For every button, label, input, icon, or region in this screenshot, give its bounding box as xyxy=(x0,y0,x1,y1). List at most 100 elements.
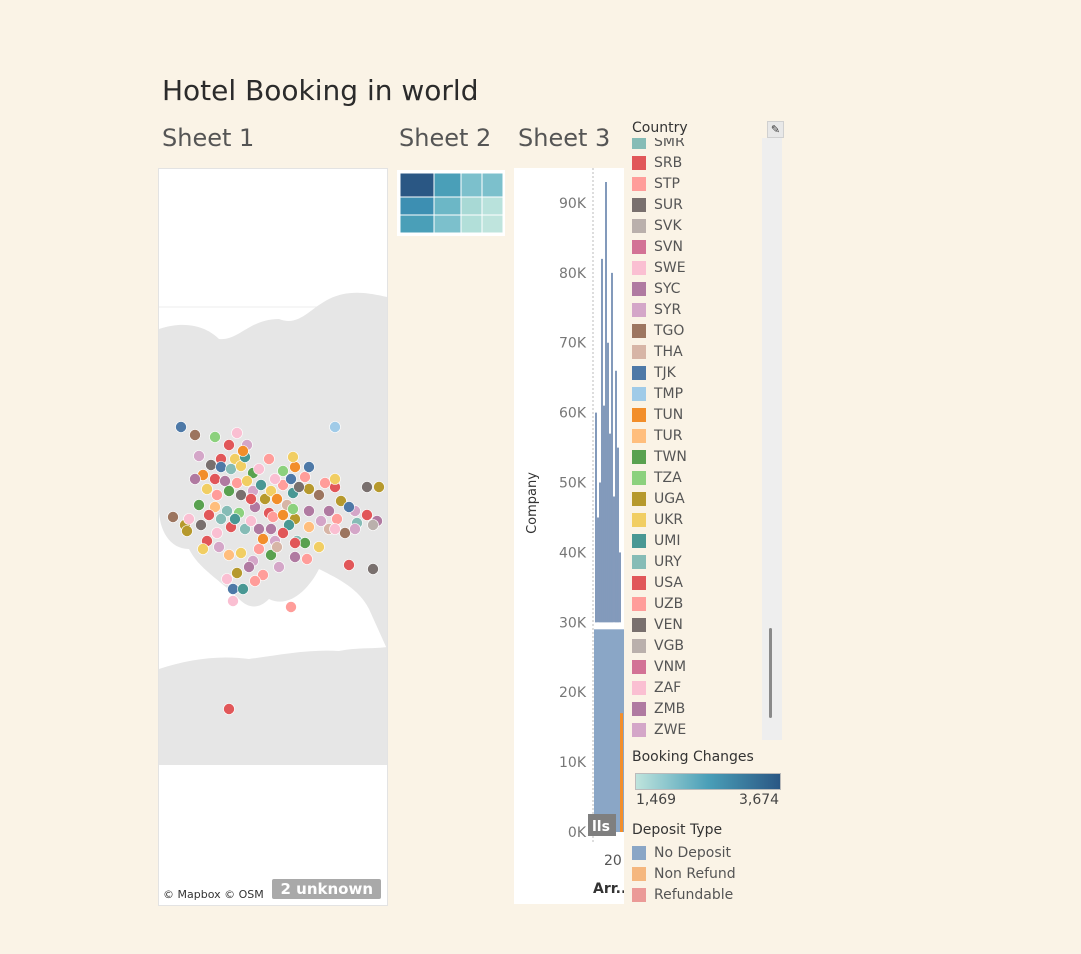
legend-item-syc[interactable]: SYC xyxy=(632,278,760,299)
map-point[interactable] xyxy=(287,503,299,515)
legend-item-vnm[interactable]: VNM xyxy=(632,656,760,677)
legend-item-tjk[interactable]: TJK xyxy=(632,362,760,383)
map-point[interactable] xyxy=(257,533,269,545)
pen-icon[interactable]: ✎ xyxy=(767,121,784,138)
map-point[interactable] xyxy=(239,523,251,535)
heatmap-canvas[interactable] xyxy=(397,170,505,236)
map-point[interactable] xyxy=(175,421,187,433)
map-point[interactable] xyxy=(209,473,221,485)
legend-item-syr[interactable]: SYR xyxy=(632,299,760,320)
deposit-item-no-deposit[interactable]: No Deposit xyxy=(632,842,731,863)
world-map[interactable]: © Mapbox © OSM 2 unknown xyxy=(158,168,388,906)
map-points[interactable] xyxy=(167,421,385,715)
map-point[interactable] xyxy=(293,481,305,493)
heatmap-cell[interactable] xyxy=(460,214,483,234)
heatmap-cell[interactable] xyxy=(481,196,504,216)
map-point[interactable] xyxy=(181,525,193,537)
map-point[interactable] xyxy=(339,527,351,539)
map-point[interactable] xyxy=(211,527,223,539)
heatmap-cell[interactable] xyxy=(433,214,462,234)
map-point[interactable] xyxy=(245,515,257,527)
map-point[interactable] xyxy=(183,513,195,525)
map-point[interactable] xyxy=(265,485,277,497)
map-point[interactable] xyxy=(277,465,289,477)
map-point[interactable] xyxy=(193,499,205,511)
map-point[interactable] xyxy=(367,519,379,531)
map-point[interactable] xyxy=(303,521,315,533)
map-point[interactable] xyxy=(289,461,301,473)
country-legend-list[interactable]: SMR SRB STP SUR SVK SVN SWE SYC SYR TGO THA TJK TMP T… xyxy=(632,138,760,740)
map-point[interactable] xyxy=(259,493,271,505)
map-point[interactable] xyxy=(265,523,277,535)
map-point[interactable] xyxy=(223,703,235,715)
map-point[interactable] xyxy=(219,475,231,487)
map-point[interactable] xyxy=(329,523,341,535)
legend-item-ven[interactable]: VEN xyxy=(632,614,760,635)
map-point[interactable] xyxy=(303,461,315,473)
map-point[interactable] xyxy=(237,445,249,457)
map-point[interactable] xyxy=(237,583,249,595)
deposit-item-refundable[interactable]: Refundable xyxy=(632,884,733,905)
legend-item-zmb[interactable]: ZMB xyxy=(632,698,760,719)
unknown-badge[interactable]: 2 unknown xyxy=(272,879,381,899)
sheet-3-chart[interactable]: 0K 10K 20K 30K 40K 50K 60K 70K 80K 90K Company ll… xyxy=(514,168,624,904)
map-attribution[interactable]: © Mapbox © OSM xyxy=(163,888,264,901)
heatmap-cell[interactable] xyxy=(481,172,504,198)
map-point[interactable] xyxy=(231,427,243,439)
legend-item-stp[interactable]: STP xyxy=(632,173,760,194)
map-point[interactable] xyxy=(189,429,201,441)
map-point[interactable] xyxy=(209,501,221,513)
heatmap-cell[interactable] xyxy=(460,172,483,198)
legend-item-umi[interactable]: UMI xyxy=(632,530,760,551)
map-point[interactable] xyxy=(271,493,283,505)
map-point[interactable] xyxy=(329,473,341,485)
legend-item-twn[interactable]: TWN xyxy=(632,446,760,467)
map-point[interactable] xyxy=(267,511,279,523)
map-point[interactable] xyxy=(225,463,237,475)
map-point[interactable] xyxy=(277,509,289,521)
legend-item-sur[interactable]: SUR xyxy=(632,194,760,215)
map-point[interactable] xyxy=(215,461,227,473)
map-point[interactable] xyxy=(315,515,327,527)
map-point[interactable] xyxy=(289,537,301,549)
map-point[interactable] xyxy=(229,513,241,525)
map-point[interactable] xyxy=(253,543,265,555)
map-point[interactable] xyxy=(235,547,247,559)
legend-item-tun[interactable]: TUN xyxy=(632,404,760,425)
map-point[interactable] xyxy=(189,473,201,485)
legend-item-swe[interactable]: SWE xyxy=(632,257,760,278)
map-point[interactable] xyxy=(313,489,325,501)
map-point[interactable] xyxy=(313,541,325,553)
map-point[interactable] xyxy=(221,573,233,585)
map-point[interactable] xyxy=(167,511,179,523)
map-point[interactable] xyxy=(301,553,313,565)
legend-item-tha[interactable]: THA xyxy=(632,341,760,362)
map-point[interactable] xyxy=(223,439,235,451)
map-point[interactable] xyxy=(299,471,311,483)
legend-item-uzb[interactable]: UZB xyxy=(632,593,760,614)
map-point[interactable] xyxy=(201,483,213,495)
map-point[interactable] xyxy=(323,505,335,517)
map-point[interactable] xyxy=(205,459,217,471)
map-point[interactable] xyxy=(373,481,385,493)
map-point[interactable] xyxy=(221,505,233,517)
heatmap-cell[interactable] xyxy=(433,172,462,198)
legend-scroll-thumb[interactable] xyxy=(769,628,772,718)
map-point[interactable] xyxy=(263,453,275,465)
legend-item-tgo[interactable]: TGO xyxy=(632,320,760,341)
map-point[interactable] xyxy=(269,473,281,485)
map-point[interactable] xyxy=(227,583,239,595)
heatmap-cell[interactable] xyxy=(433,196,462,216)
legend-item-ury[interactable]: URY xyxy=(632,551,760,572)
map-point[interactable] xyxy=(241,475,253,487)
map-point[interactable] xyxy=(195,519,207,531)
map-point[interactable] xyxy=(299,537,311,549)
map-point[interactable] xyxy=(343,501,355,513)
non-refund-bar[interactable] xyxy=(620,713,623,832)
map-point[interactable] xyxy=(265,549,277,561)
map-point[interactable] xyxy=(245,493,257,505)
map-point[interactable] xyxy=(223,485,235,497)
map-point[interactable] xyxy=(361,481,373,493)
legend-item-zwe[interactable]: ZWE xyxy=(632,719,760,740)
map-point[interactable] xyxy=(331,513,343,525)
